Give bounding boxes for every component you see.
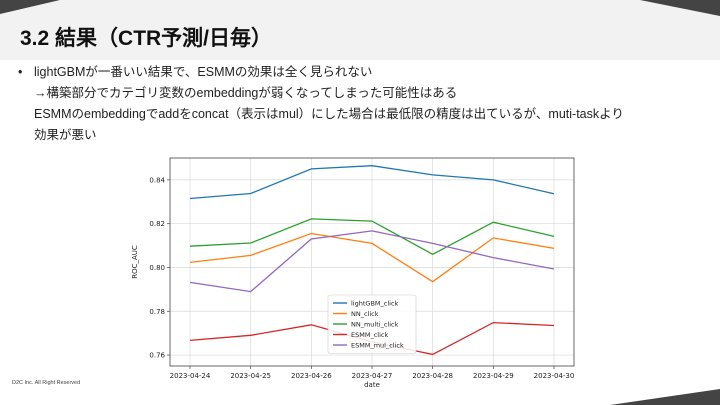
legend-label: ESMM_mul_click [351,341,404,349]
x-tick-label: 2023-04-26 [291,372,332,380]
x-tick-label: 2023-04-28 [412,372,453,380]
y-tick-label: 0.82 [149,220,165,228]
bullet-line-2: →構築部分でカテゴリ変数のembeddingが弱くなってしまった可能性はある [34,86,458,100]
bullet-line-3: ESMMのembeddingでaddをconcat（表示はmul）にした場合は最… [34,107,624,121]
x-tick-label: 2023-04-30 [534,372,575,380]
legend-label: NN_click [351,310,379,318]
slide-header [0,0,720,60]
bullet-line-1: lightGBMが一番いい結果で、ESMMの効果は全く見られない [34,65,373,79]
y-tick-label: 0.76 [149,352,165,360]
series-line-lightgbm-click [189,165,555,200]
y-tick-label: 0.78 [149,308,165,316]
legend-label: NN_multi_click [351,320,399,328]
corner-decoration-left [0,0,60,14]
roc-auc-chart: 0.76 0.78 0.80 0.82 0.84 2023-04-24 2023-04-25… [128,150,588,390]
series-line-esmm-mul-click [189,230,555,293]
corner-decoration-bottom-right [610,389,720,405]
y-axis-label: ROC_AUC [131,245,139,279]
corner-decoration-right [640,0,720,16]
bullet-marker: • [18,65,23,79]
legend-label: ESMM_click [351,331,388,339]
series-line-nn-click [189,232,555,283]
footer-copyright: D2C Inc. All Right Reserved [12,380,81,386]
line-chart-svg: 0.76 0.78 0.80 0.82 0.84 2023-04-24 2023-04-25… [131,157,575,389]
legend: lightGBM_click NN_click NN_multi_click ESMM… [327,294,417,354]
y-tick-label: 0.84 [149,176,165,184]
y-tick-label: 0.80 [149,264,165,272]
bullet-item: • lightGBMが一番いい結果で、ESMMの効果は全く見られない →構築部分… [18,62,708,146]
x-axis-label: date [364,381,380,389]
series-line-nn-multi-click [189,218,555,256]
x-tick-label: 2023-04-25 [230,372,271,380]
legend-label: lightGBM_click [351,299,399,307]
axis-layer: 0.76 0.78 0.80 0.82 0.84 2023-04-24 2023-04-25… [149,176,574,380]
bullet-list: • lightGBMが一番いい結果で、ESMMの効果は全く見られない →構築部分… [18,62,708,146]
x-tick-label: 2023-04-27 [352,372,393,380]
series-layer [189,165,555,356]
bullet-line-4: 効果が悪い [34,128,97,142]
legend-box [327,294,417,354]
x-tick-label: 2023-04-24 [170,372,211,380]
bullet-text: lightGBMが一番いい結果で、ESMMの効果は全く見られない →構築部分でカ… [34,62,624,146]
slide-title: 3.2 結果（CTR予測/日毎） [20,27,273,50]
x-tick-label: 2023-04-29 [473,372,514,380]
